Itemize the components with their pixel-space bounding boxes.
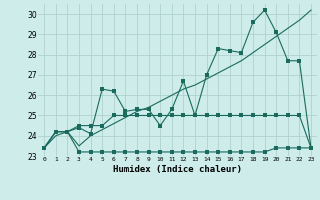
X-axis label: Humidex (Indice chaleur): Humidex (Indice chaleur)	[113, 165, 242, 174]
